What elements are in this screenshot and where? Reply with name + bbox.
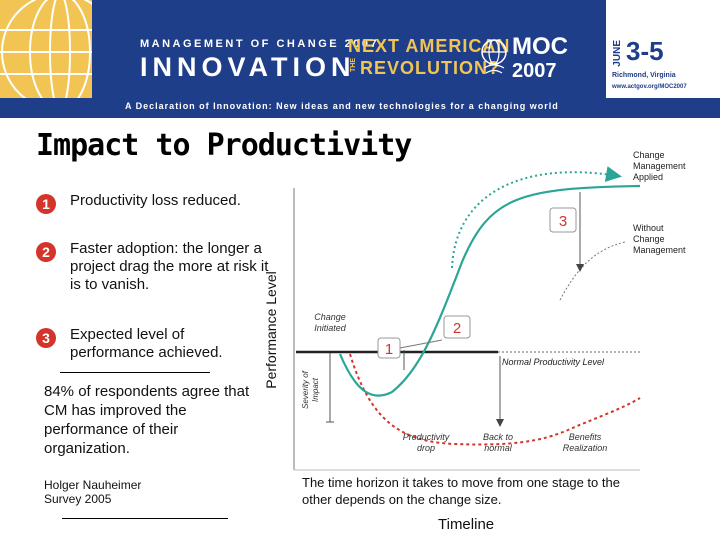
banner-dates: 3-5 bbox=[626, 36, 664, 66]
change-applied-line2: Management bbox=[633, 161, 686, 171]
y-axis-label: Performance Level bbox=[263, 271, 279, 389]
survey-finding: 84% of respondents agree that CM has imp… bbox=[44, 383, 250, 457]
banner-moc-year: 2007 bbox=[512, 60, 557, 82]
benefits-line1: Benefits bbox=[569, 432, 602, 442]
point-text: Productivity loss reduced. bbox=[70, 192, 241, 209]
banner-next-american: NEXT AMERICAN bbox=[348, 36, 511, 56]
point-text: Expected level of performance achieved. bbox=[70, 326, 223, 361]
banner-innovation: INNOVATION bbox=[140, 52, 356, 82]
diagram-caption: The time horizon it takes to move from o… bbox=[302, 475, 620, 507]
productivity-drop-line1: Productivity bbox=[403, 432, 450, 442]
point-number-badge: 3 bbox=[36, 328, 56, 348]
severity-label-line1: Severity of bbox=[301, 370, 310, 409]
marker-box-3 bbox=[549, 207, 577, 233]
divider-line bbox=[62, 518, 228, 519]
banner-tagline-strip bbox=[0, 98, 720, 118]
change-applied-arc bbox=[451, 166, 622, 269]
point-number-badge: 1 bbox=[36, 194, 56, 214]
author-source: Survey 2005 bbox=[44, 492, 112, 506]
benefits-line2: Realization bbox=[563, 443, 608, 453]
banner-date-panel bbox=[606, 0, 720, 98]
author-name: Holger Nauheimer bbox=[44, 478, 142, 492]
change-applied-line3: Applied bbox=[633, 172, 663, 182]
marker-box-2 bbox=[443, 315, 471, 339]
x-axis-label: Timeline bbox=[438, 516, 495, 533]
change-initiated-line1: Change bbox=[314, 312, 346, 322]
managed-curve bbox=[338, 184, 641, 397]
change-applied-line1: Change bbox=[633, 150, 665, 160]
banner-globe-panel bbox=[0, 0, 92, 98]
banner-moc: MOC bbox=[512, 33, 568, 60]
banner-tagline: A Declaration of Innovation: New ideas a… bbox=[125, 101, 559, 111]
without-cm-curve bbox=[559, 241, 626, 301]
banner-the: THE bbox=[350, 58, 357, 72]
banner-url: www.actgov.org/MOC2007 bbox=[612, 84, 687, 90]
marker-1: 1 bbox=[385, 341, 393, 358]
marker-2: 2 bbox=[453, 320, 461, 337]
globe-graphic-icon bbox=[0, 0, 92, 98]
unmanaged-curve bbox=[349, 353, 641, 446]
point-text: Faster adoption: the longer a project dr… bbox=[70, 240, 269, 293]
moc-globe-icon bbox=[481, 39, 507, 74]
marker-3: 3 bbox=[559, 213, 567, 230]
productivity-drop-line2: drop bbox=[417, 443, 435, 453]
without-cm-line2: Change bbox=[633, 234, 665, 244]
severity-label-line2: Impact bbox=[311, 377, 320, 402]
without-cm-line3: Management bbox=[633, 245, 686, 255]
marker-connector bbox=[399, 339, 443, 349]
survey-author: Holger Nauheimer Survey 2005 bbox=[44, 478, 244, 506]
back-to-normal-line2: normal bbox=[484, 443, 513, 453]
banner-topline: MANAGEMENT OF CHANGE 2007 bbox=[140, 38, 380, 50]
change-initiated-line2: Initiated bbox=[314, 323, 347, 333]
page-title: Impact to Productivity bbox=[36, 128, 412, 163]
without-cm-line1: Without bbox=[633, 223, 664, 233]
back-to-normal-line1: Back to bbox=[483, 432, 513, 442]
normal-level-label: Normal Productivity Level bbox=[502, 357, 605, 367]
banner-city: Richmond, Virginia bbox=[612, 72, 676, 79]
point-number-badge: 2 bbox=[36, 242, 56, 262]
banner-main-panel bbox=[92, 0, 606, 98]
event-banner: MANAGEMENT OF CHANGE 2007 INNOVATION NEX… bbox=[0, 0, 720, 118]
banner-june: JUNE bbox=[612, 40, 623, 67]
banner-revolution: REVOLUTION? bbox=[360, 58, 500, 78]
divider-line bbox=[60, 372, 210, 373]
